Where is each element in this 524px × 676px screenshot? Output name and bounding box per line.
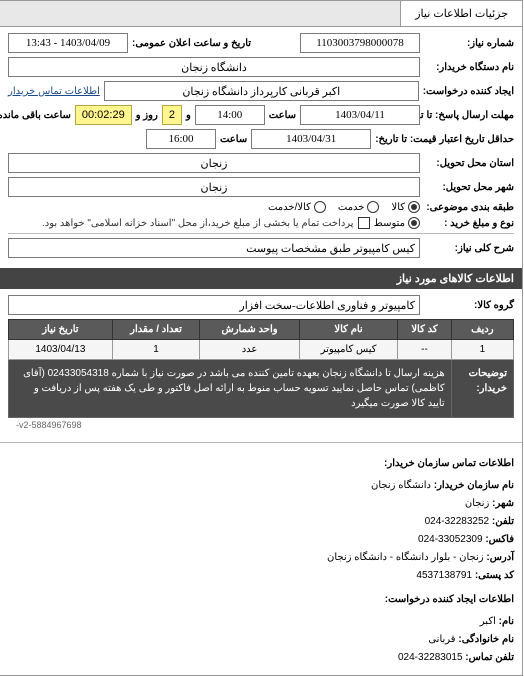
purchase-radio-group: متوسط: [375, 217, 421, 229]
contact-address: زنجان - بلوار دانشگاه - دانشگاه زنجان: [328, 552, 485, 563]
contact-city-label: شهر:: [493, 498, 515, 509]
desc-label: توضیحات خریدار:: [452, 360, 514, 418]
contact-creator-phone: 32283015-024: [399, 652, 464, 663]
payment-note: پرداخت تمام یا بخشی از مبلغ خرید،از محل …: [43, 218, 355, 229]
radio-both[interactable]: [315, 201, 327, 213]
deadline-label: مهلت ارسال پاسخ: تا تاریخ:: [425, 110, 515, 121]
contact-section: اطلاعات تماس سازمان خریدار: نام سازمان خ…: [1, 447, 523, 675]
remaining-after-label: ساعت باقی مانده: [0, 110, 72, 121]
request-no-label: شماره نیاز:: [425, 38, 515, 49]
datetime-label: تاریخ و ساعت اعلان عمومی:: [133, 38, 252, 49]
validity-time-label: ساعت: [221, 134, 248, 145]
footer-id: v2-5884967698-: [9, 418, 515, 432]
contact-phone-label: تلفن:: [493, 516, 515, 527]
deadline-time-input[interactable]: [196, 105, 266, 125]
deadline-time-label: ساعت: [270, 110, 297, 121]
category-label: طبقه بندی موضوعی:: [425, 202, 515, 213]
deadline-date-input[interactable]: [301, 105, 421, 125]
col-date: تاریخ نیاز: [10, 320, 114, 340]
cell-unit: عدد: [201, 340, 301, 360]
contact-name-label: نام:: [500, 616, 515, 627]
radio-goods-label: کالا: [392, 202, 406, 213]
tab-bar: جزئیات اطلاعات نیاز: [1, 1, 523, 27]
contact-fax-label: فاکس:: [486, 534, 515, 545]
contact-org: دانشگاه زنجان: [372, 480, 432, 491]
radio-goods[interactable]: [409, 201, 421, 213]
contact-city: زنجان: [466, 498, 490, 509]
items-table: ردیف کد کالا نام کالا واحد شمارش تعداد /…: [9, 319, 515, 418]
days-remaining: 2: [163, 105, 183, 125]
desc-text: هزینه ارسال تا دانشگاه زنجان بعهده تامین…: [10, 360, 453, 418]
province-label: استان محل تحویل:: [425, 158, 515, 169]
org-label: نام دستگاه خریدار:: [425, 62, 515, 73]
radio-service-label: خدمت: [339, 202, 366, 213]
contact-creator-phone-label: تلفن تماس:: [466, 652, 515, 663]
cell-row: 1: [452, 340, 514, 360]
radio-medium[interactable]: [409, 217, 421, 229]
col-code: کد کالا: [399, 320, 452, 340]
group-label: گروه کالا:: [425, 300, 515, 311]
contact-fax: 33052309-024: [419, 534, 484, 545]
contact-org-label: نام سازمان خریدار:: [435, 480, 515, 491]
contact-phone: 32283252-024: [426, 516, 491, 527]
contact-family-label: نام خانوادگی:: [459, 634, 515, 645]
col-qty: تعداد / مقدار: [113, 320, 200, 340]
purchase-label: نوع و مبلغ خرید :: [425, 218, 515, 229]
city-label: شهر محل تحویل:: [425, 182, 515, 193]
title-label: شرح کلی نیاز:: [425, 243, 515, 254]
col-unit: واحد شمارش: [201, 320, 301, 340]
radio-service[interactable]: [368, 201, 380, 213]
tab-details[interactable]: جزئیات اطلاعات نیاز: [401, 1, 523, 26]
main-panel: جزئیات اطلاعات نیاز شماره نیاز: تاریخ و …: [0, 0, 524, 676]
category-radio-group: کالا خدمت کالا/خدمت: [269, 201, 421, 213]
time-remaining: 00:02:29: [76, 105, 133, 125]
creator-contact-header: اطلاعات ایجاد کننده درخواست:: [9, 591, 515, 609]
datetime-input[interactable]: [9, 33, 129, 53]
city-input[interactable]: [9, 177, 421, 197]
title-input[interactable]: [9, 238, 421, 258]
group-input[interactable]: [9, 295, 421, 315]
days-before-label: و: [187, 110, 192, 121]
col-name: نام کالا: [300, 320, 398, 340]
form-section: شماره نیاز: تاریخ و ساعت اعلان عمومی: نا…: [1, 27, 523, 268]
days-after-label: روز و: [137, 110, 159, 121]
cell-code: --: [399, 340, 452, 360]
desc-row: توضیحات خریدار: هزینه ارسال تا دانشگاه ز…: [10, 360, 515, 418]
col-row: ردیف: [452, 320, 514, 340]
radio-medium-label: متوسط: [375, 218, 406, 229]
table-row[interactable]: 1 -- کیس کامپیوتر عدد 1 1403/04/13: [10, 340, 515, 360]
validity-label: حداقل تاریخ اعتبار قیمت: تا تاریخ:: [376, 134, 515, 145]
province-input[interactable]: [9, 153, 421, 173]
radio-both-label: کالا/خدمت: [269, 202, 312, 213]
cell-date: 1403/04/13: [10, 340, 114, 360]
validity-time-input[interactable]: [147, 129, 217, 149]
validity-date-input[interactable]: [252, 129, 372, 149]
contact-name: اکبر: [481, 616, 497, 627]
request-no-input[interactable]: [301, 33, 421, 53]
contact-family: قربانی: [429, 634, 456, 645]
org-input[interactable]: [9, 57, 421, 77]
contact-link[interactable]: اطلاعات تماس خریدار: [9, 86, 101, 97]
buyer-contact-header: اطلاعات تماس سازمان خریدار:: [9, 455, 515, 473]
creator-label: ایجاد کننده درخواست:: [424, 86, 515, 97]
cell-name: کیس کامپیوتر: [300, 340, 398, 360]
contact-address-label: آدرس:: [487, 552, 515, 563]
cell-qty: 1: [113, 340, 200, 360]
items-section-header: اطلاعات کالاهای مورد نیاز: [1, 268, 523, 289]
payment-checkbox[interactable]: [359, 217, 371, 229]
creator-input[interactable]: [105, 81, 420, 101]
